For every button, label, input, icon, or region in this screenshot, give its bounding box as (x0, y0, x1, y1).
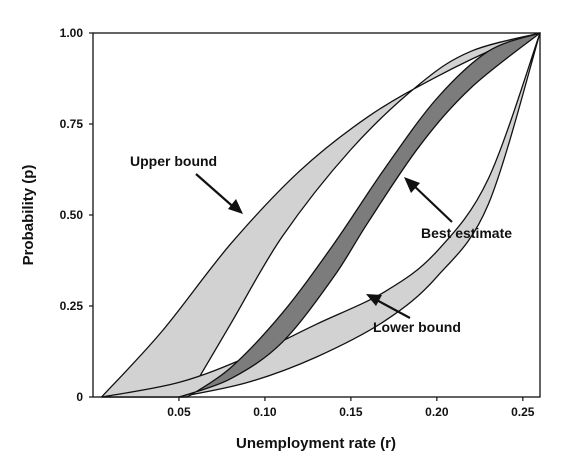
y-tick-label: 0.25 (60, 299, 84, 313)
y-tick-label: 1.00 (60, 26, 84, 40)
tick-marks (89, 32, 524, 401)
x-tick-label: 0.10 (253, 405, 277, 419)
annotation-label: Best estimate (421, 225, 512, 241)
y-tick-label: 0.50 (60, 208, 84, 222)
annotation-upper-bound: Upper bound (130, 153, 243, 214)
x-axis-title: Unemployment rate (r) (236, 435, 396, 452)
y-tick-label: 0.75 (60, 117, 84, 131)
annotation-arrow (372, 297, 411, 319)
y-tick-labels: 0 0.25 0.50 0.75 1.00 (60, 26, 84, 404)
x-tick-label: 0.05 (167, 405, 191, 419)
annotation-lower-bound: Lower bound (366, 294, 461, 335)
x-tick-labels: 0.05 0.10 0.15 0.20 0.25 (167, 405, 535, 419)
annotation-arrow (195, 173, 239, 212)
x-tick-label: 0.15 (339, 405, 363, 419)
x-tick-label: 0.20 (425, 405, 449, 419)
arrow-head-icon (404, 177, 420, 193)
annotation-best-estimate: Best estimate (404, 177, 512, 241)
annotation-arrow (410, 182, 453, 223)
arrow-head-icon (366, 294, 382, 306)
annotation-label: Upper bound (130, 153, 217, 169)
bands (100, 32, 541, 398)
arrow-head-icon (228, 199, 243, 214)
y-axis-title: Probability (p) (20, 165, 37, 266)
x-tick-label: 0.25 (511, 405, 535, 419)
best-estimate-band (178, 32, 541, 398)
annotation-label: Lower bound (373, 319, 461, 335)
y-tick-label: 0 (76, 390, 83, 404)
